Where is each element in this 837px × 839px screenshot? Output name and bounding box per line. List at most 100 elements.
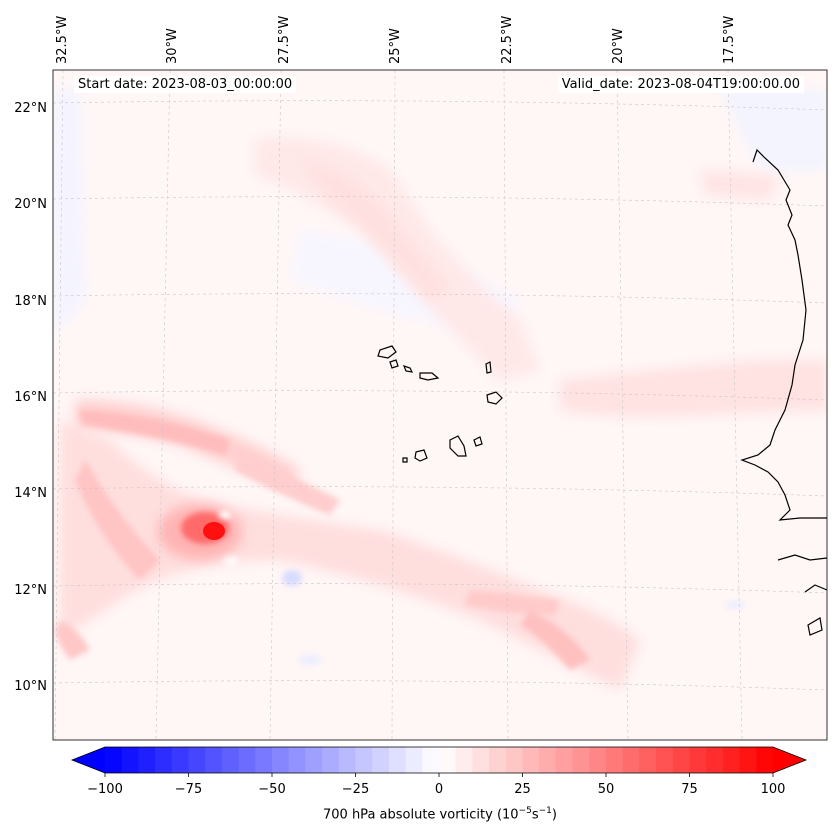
colorbar-cell xyxy=(589,747,607,773)
colorbar-cell xyxy=(205,747,223,773)
colorbar-cell xyxy=(388,747,407,773)
meridian-line xyxy=(269,70,282,740)
lon-label: 30°W xyxy=(165,28,180,64)
colorbar-tick-label: −100 xyxy=(87,782,123,797)
lon-label: 27.5°W xyxy=(277,16,292,64)
meridian-line xyxy=(503,70,509,740)
colorbar-cell xyxy=(338,747,356,773)
lon-label: 22.5°W xyxy=(500,16,515,64)
africa-coastline xyxy=(807,617,823,636)
colorbar-tick-label: −75 xyxy=(175,782,202,797)
colorbar-tick-label: 75 xyxy=(681,782,698,797)
meridian-line xyxy=(391,70,396,740)
colorbar-tick-label: 0 xyxy=(435,782,443,797)
colorbar-label-main: 700 hPa absolute vorticity (10 xyxy=(323,807,519,823)
colorbar-label-exp1: −5 xyxy=(518,806,532,816)
meridian-line xyxy=(727,70,743,740)
africa-coastline xyxy=(777,554,828,561)
lat-label: 18°N xyxy=(14,294,47,309)
lat-label: 12°N xyxy=(14,583,47,598)
meridian-line xyxy=(616,70,629,740)
colorbar-extend-min xyxy=(72,747,105,773)
positive-band xyxy=(60,420,640,690)
lon-label: 20°W xyxy=(611,28,626,64)
parallel-line xyxy=(53,100,827,111)
colorbar-cell xyxy=(422,747,440,773)
colorbar-cell xyxy=(288,747,306,773)
parallel-line xyxy=(53,583,827,594)
colorbar-cells xyxy=(72,747,806,773)
vorticity-max-core xyxy=(203,522,225,540)
colorbar-cell xyxy=(188,747,206,773)
colorbar-cell xyxy=(121,747,139,773)
colorbar-cell xyxy=(272,747,290,773)
island xyxy=(402,457,408,463)
colorbar-tick-label: −25 xyxy=(342,782,369,797)
negative-area xyxy=(720,90,827,170)
positive-band xyxy=(520,610,590,670)
island xyxy=(486,391,503,405)
colorbar-cell xyxy=(405,747,423,773)
lat-label: 14°N xyxy=(14,486,47,501)
colorbar-cell xyxy=(639,747,657,773)
island xyxy=(419,372,440,381)
map-frame xyxy=(52,69,828,741)
parallel-line xyxy=(53,390,827,401)
meridian-line xyxy=(54,70,64,740)
colorbar-cell xyxy=(439,747,457,773)
colorbar-cell xyxy=(305,747,323,773)
island xyxy=(449,435,467,457)
colorbar-cell xyxy=(622,747,640,773)
parallel-line xyxy=(53,680,827,691)
colorbar-cell xyxy=(606,747,624,773)
lat-label: 16°N xyxy=(14,390,47,405)
colorbar-cell xyxy=(221,747,240,773)
colorbar-cell xyxy=(522,747,540,773)
lon-label: 25°W xyxy=(388,28,403,64)
negative-spot xyxy=(282,570,302,586)
positive-band xyxy=(55,620,90,660)
vorticity-max-white xyxy=(219,511,231,519)
positive-band xyxy=(300,160,450,300)
lat-label: 10°N xyxy=(14,679,47,694)
colorbar-label-end: ) xyxy=(551,807,557,823)
colorbar-cell xyxy=(155,747,173,773)
colorbar-cell xyxy=(555,747,574,773)
colorbar-cell xyxy=(689,747,707,773)
colorbar-cell xyxy=(756,747,774,773)
colorbar-cell xyxy=(489,747,507,773)
colorbar-cell xyxy=(472,747,490,773)
parallel-line xyxy=(53,196,827,207)
negative-spot xyxy=(222,555,238,565)
positive-band xyxy=(235,450,340,515)
coastlines xyxy=(377,148,828,636)
colorbar-tick-label: 100 xyxy=(761,782,786,797)
latitude-labels: 22°N 20°N 18°N 16°N 14°N 12°N 10°N xyxy=(14,101,47,694)
colorbar-cell xyxy=(372,747,390,773)
colorbar: −100 −75 −50 −25 0 25 50 75 100 xyxy=(70,746,808,797)
colorbar-cell xyxy=(355,747,373,773)
colorbar-label-mid: s xyxy=(531,807,539,823)
colorbar-extend-max xyxy=(773,747,806,773)
colorbar-cell xyxy=(722,747,741,773)
longitude-labels: 32.5°W 30°W 27.5°W 25°W 22.5°W 20°W 17.5… xyxy=(55,16,737,64)
lon-label: 17.5°W xyxy=(722,16,737,64)
positive-band xyxy=(80,410,230,455)
colorbar-cell xyxy=(455,747,473,773)
colorbar-label-exp2: −1 xyxy=(538,806,552,816)
colorbar-cell xyxy=(171,747,189,773)
island xyxy=(377,345,397,359)
gridlines xyxy=(53,70,827,740)
colorbar-ticks: −100 −75 −50 −25 0 25 50 75 100 xyxy=(87,773,785,797)
positive-band xyxy=(465,590,560,615)
negative-spot xyxy=(725,601,745,609)
colorbar-cell xyxy=(238,747,256,773)
parallel-line xyxy=(53,293,827,304)
colorbar-tick-label: 50 xyxy=(598,782,615,797)
colorbar-cell xyxy=(739,747,757,773)
negative-spot xyxy=(298,655,322,665)
vorticity-field xyxy=(53,90,827,690)
colorbar-label: 700 hPa absolute vorticity (10−5s−1) xyxy=(0,806,837,822)
start-date-label: Start date: 2023-08-03_00:00:00 xyxy=(74,76,297,93)
